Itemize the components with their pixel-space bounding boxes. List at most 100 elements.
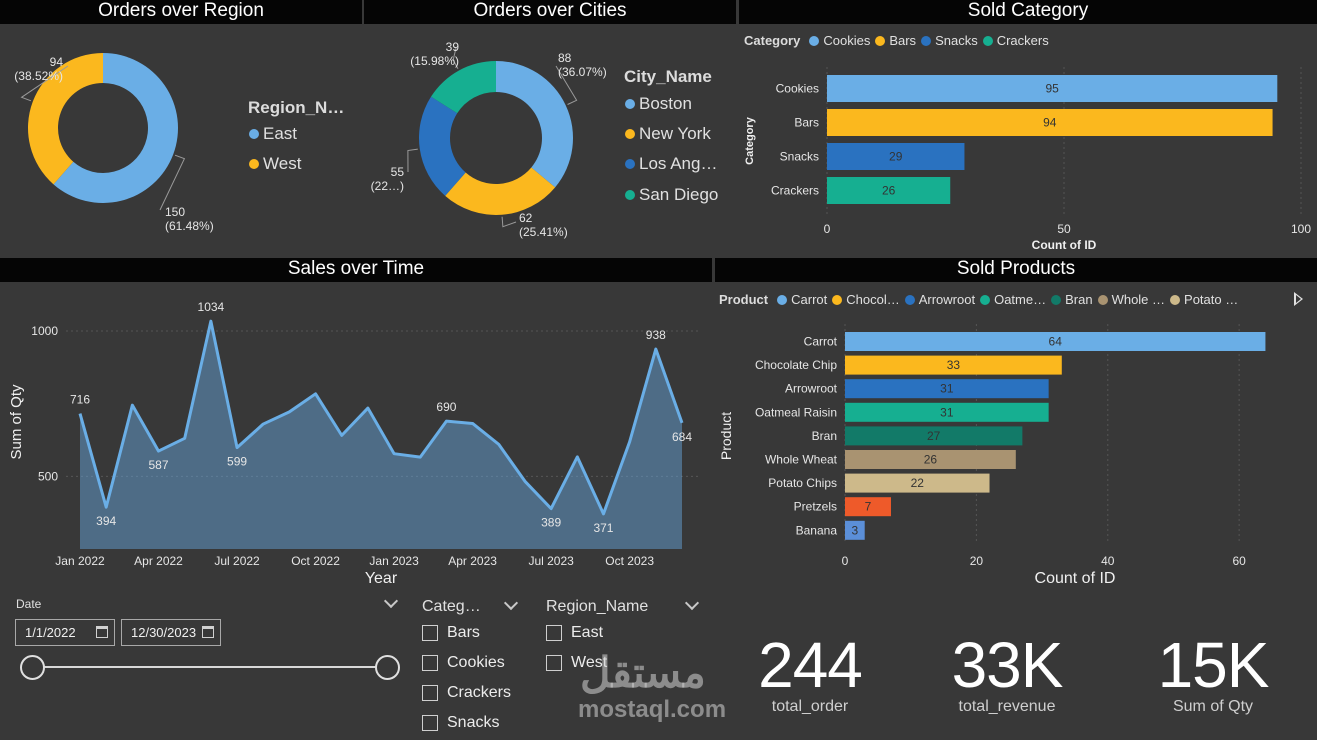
category-slicer-chevron-down-icon[interactable] — [503, 595, 519, 611]
legend-label: Bran — [1065, 292, 1093, 307]
category-option-crackers[interactable]: Crackers — [422, 684, 511, 702]
legend-item-cookies[interactable]: Cookies — [809, 33, 870, 48]
legend-item-snacks[interactable]: Snacks — [921, 33, 978, 48]
region-slicer-title: Region_Name — [546, 598, 649, 615]
category-label: Crackers — [771, 184, 819, 198]
category-option-snacks[interactable]: Snacks — [422, 714, 499, 732]
tick-label: 0 — [842, 554, 849, 568]
bar-chocolate-chip[interactable] — [845, 355, 1062, 375]
legend-label: Whole … — [1111, 292, 1166, 307]
legend-item-carrot[interactable]: Carrot — [777, 292, 827, 307]
legend-label: Oatme… — [994, 292, 1047, 307]
legend-item-boston[interactable]: Boston — [625, 94, 692, 114]
legend-label: Arrowroot — [918, 292, 976, 307]
legend-item-los-angeles[interactable]: Los Ang… — [625, 154, 717, 174]
slice-new-york[interactable] — [445, 167, 556, 215]
bar-arrowroot[interactable] — [845, 379, 1049, 399]
checkbox[interactable] — [546, 655, 562, 671]
bar-potato-chips[interactable] — [845, 473, 990, 493]
category-bar-chart[interactable]: Cookies 95 Bars 94 Snacks 29 Crackers 26 0 50 100 C… — [739, 56, 1317, 256]
bar-crackers[interactable] — [827, 177, 951, 204]
legend-item-crackers[interactable]: Crackers — [982, 33, 1049, 48]
legend-item-bars[interactable]: Bars — [875, 33, 916, 48]
slice-west[interactable] — [27, 53, 104, 185]
bar-bran[interactable] — [845, 426, 1023, 446]
data-label: 31 — [940, 382, 954, 396]
data-label: 33 — [947, 358, 961, 372]
data-label-value: 55 — [391, 165, 405, 179]
start-date-input[interactable]: 1/1/2022 — [15, 619, 115, 646]
bar-pretzels[interactable] — [845, 497, 891, 517]
legend-next-icon[interactable] — [1294, 292, 1303, 306]
date-slicer-chevron-down-icon[interactable] — [383, 593, 399, 609]
city-donut-chart[interactable]: 88(36.07%) 62(25.41%) 55(22…) 39(15.98%) — [364, 24, 736, 256]
category-legend-title: Category — [744, 33, 801, 48]
tick-label: 100 — [1291, 222, 1311, 236]
end-date-input[interactable]: 12/30/2023 — [121, 619, 221, 646]
bar-carrot[interactable] — [845, 332, 1266, 351]
y-axis-title: Product — [718, 412, 734, 460]
bar-oatmeal-raisin[interactable] — [845, 402, 1049, 422]
legend-item-west[interactable]: West — [249, 154, 301, 174]
checkbox[interactable] — [422, 715, 438, 731]
slice-los-angeles[interactable] — [419, 96, 466, 196]
legend-item-east[interactable]: East — [249, 124, 297, 144]
legend-item-oatmeal[interactable]: Oatme… — [980, 292, 1046, 307]
checkbox[interactable] — [422, 625, 438, 641]
legend-label: Los Ang… — [639, 154, 718, 173]
category-option-bars[interactable]: Bars — [422, 624, 480, 642]
calendar-icon[interactable] — [202, 626, 214, 638]
kpi-sum-qty-value: 15K — [1157, 629, 1270, 701]
checkbox[interactable] — [422, 655, 438, 671]
leader-line — [555, 65, 578, 105]
bar-snacks[interactable] — [827, 143, 965, 170]
region-option-east[interactable]: East — [546, 624, 603, 642]
product-legend-title: Product — [719, 292, 769, 307]
kpi-total-order-label: total_order — [771, 698, 849, 715]
checkbox[interactable] — [546, 625, 562, 641]
new-york-dot-icon — [625, 129, 635, 139]
category-option-cookies[interactable]: Cookies — [422, 654, 505, 672]
sales-area-chart[interactable]: 1000 500 716 394 587 1034 599 690 389 371 938 684 Ja… — [0, 282, 712, 592]
category-slicer-title: Categ… — [422, 598, 481, 615]
slice-boston[interactable] — [496, 61, 573, 188]
legend-item-bran[interactable]: Bran — [1051, 292, 1093, 307]
slice-san-diego[interactable] — [431, 61, 496, 114]
bar-whole-wheat[interactable] — [845, 450, 1016, 469]
product-bar-chart[interactable]: Carrot 64 Chocolate Chip 33 Arrowroot 31 Oatme… — [715, 318, 1317, 590]
series-line-sum-of-qty[interactable] — [78, 319, 684, 516]
date-range-start-handle[interactable] — [20, 655, 45, 680]
region-slicer-chevron-down-icon[interactable] — [684, 595, 700, 611]
legend-item-chocolate-chip[interactable]: Chocol… — [832, 292, 900, 307]
checkbox[interactable] — [422, 685, 438, 701]
category-label: Chocolate Chip — [755, 358, 837, 372]
legend-item-whole-wheat[interactable]: Whole … — [1097, 292, 1166, 307]
date-range-track[interactable] — [32, 666, 388, 668]
calendar-icon[interactable] — [96, 626, 108, 638]
legend-label: West — [263, 154, 302, 173]
oatmeal-dot-icon — [980, 294, 991, 305]
bar-cookies[interactable] — [827, 75, 1278, 102]
tick-label: 20 — [970, 554, 984, 568]
data-label-percent: (61.48%) — [165, 219, 214, 233]
data-label: 22 — [911, 476, 925, 490]
slice-east[interactable] — [53, 53, 178, 203]
x-tick-label: Jan 2023 — [369, 554, 419, 568]
date-range-end-handle[interactable] — [375, 655, 400, 680]
sales-chart-title: Sales over Time — [0, 258, 712, 282]
data-label: 1034 — [198, 300, 225, 314]
legend-item-potato-chips[interactable]: Potato … — [1170, 292, 1238, 307]
legend-item-arrowroot[interactable]: Arrowroot — [904, 292, 976, 307]
bar-banana[interactable] — [845, 520, 865, 540]
area-fill — [80, 321, 682, 549]
legend-item-new-york[interactable]: New York — [625, 124, 711, 144]
x-tick-label: Apr 2022 — [134, 554, 183, 568]
region-donut-chart[interactable]: 150(61.48%) 94(38.52%) — [0, 24, 362, 256]
data-label: 94 — [1043, 116, 1057, 130]
x-tick-label: Jul 2023 — [528, 554, 574, 568]
region-option-west[interactable]: West — [546, 654, 607, 672]
legend-item-san-diego[interactable]: San Diego — [625, 185, 718, 205]
kpi-sum-qty-label: Sum of Qty — [1172, 698, 1254, 715]
bar-bars[interactable] — [827, 109, 1273, 136]
category-legend: Category Cookies Bars Snacks Crackers — [744, 33, 1049, 48]
